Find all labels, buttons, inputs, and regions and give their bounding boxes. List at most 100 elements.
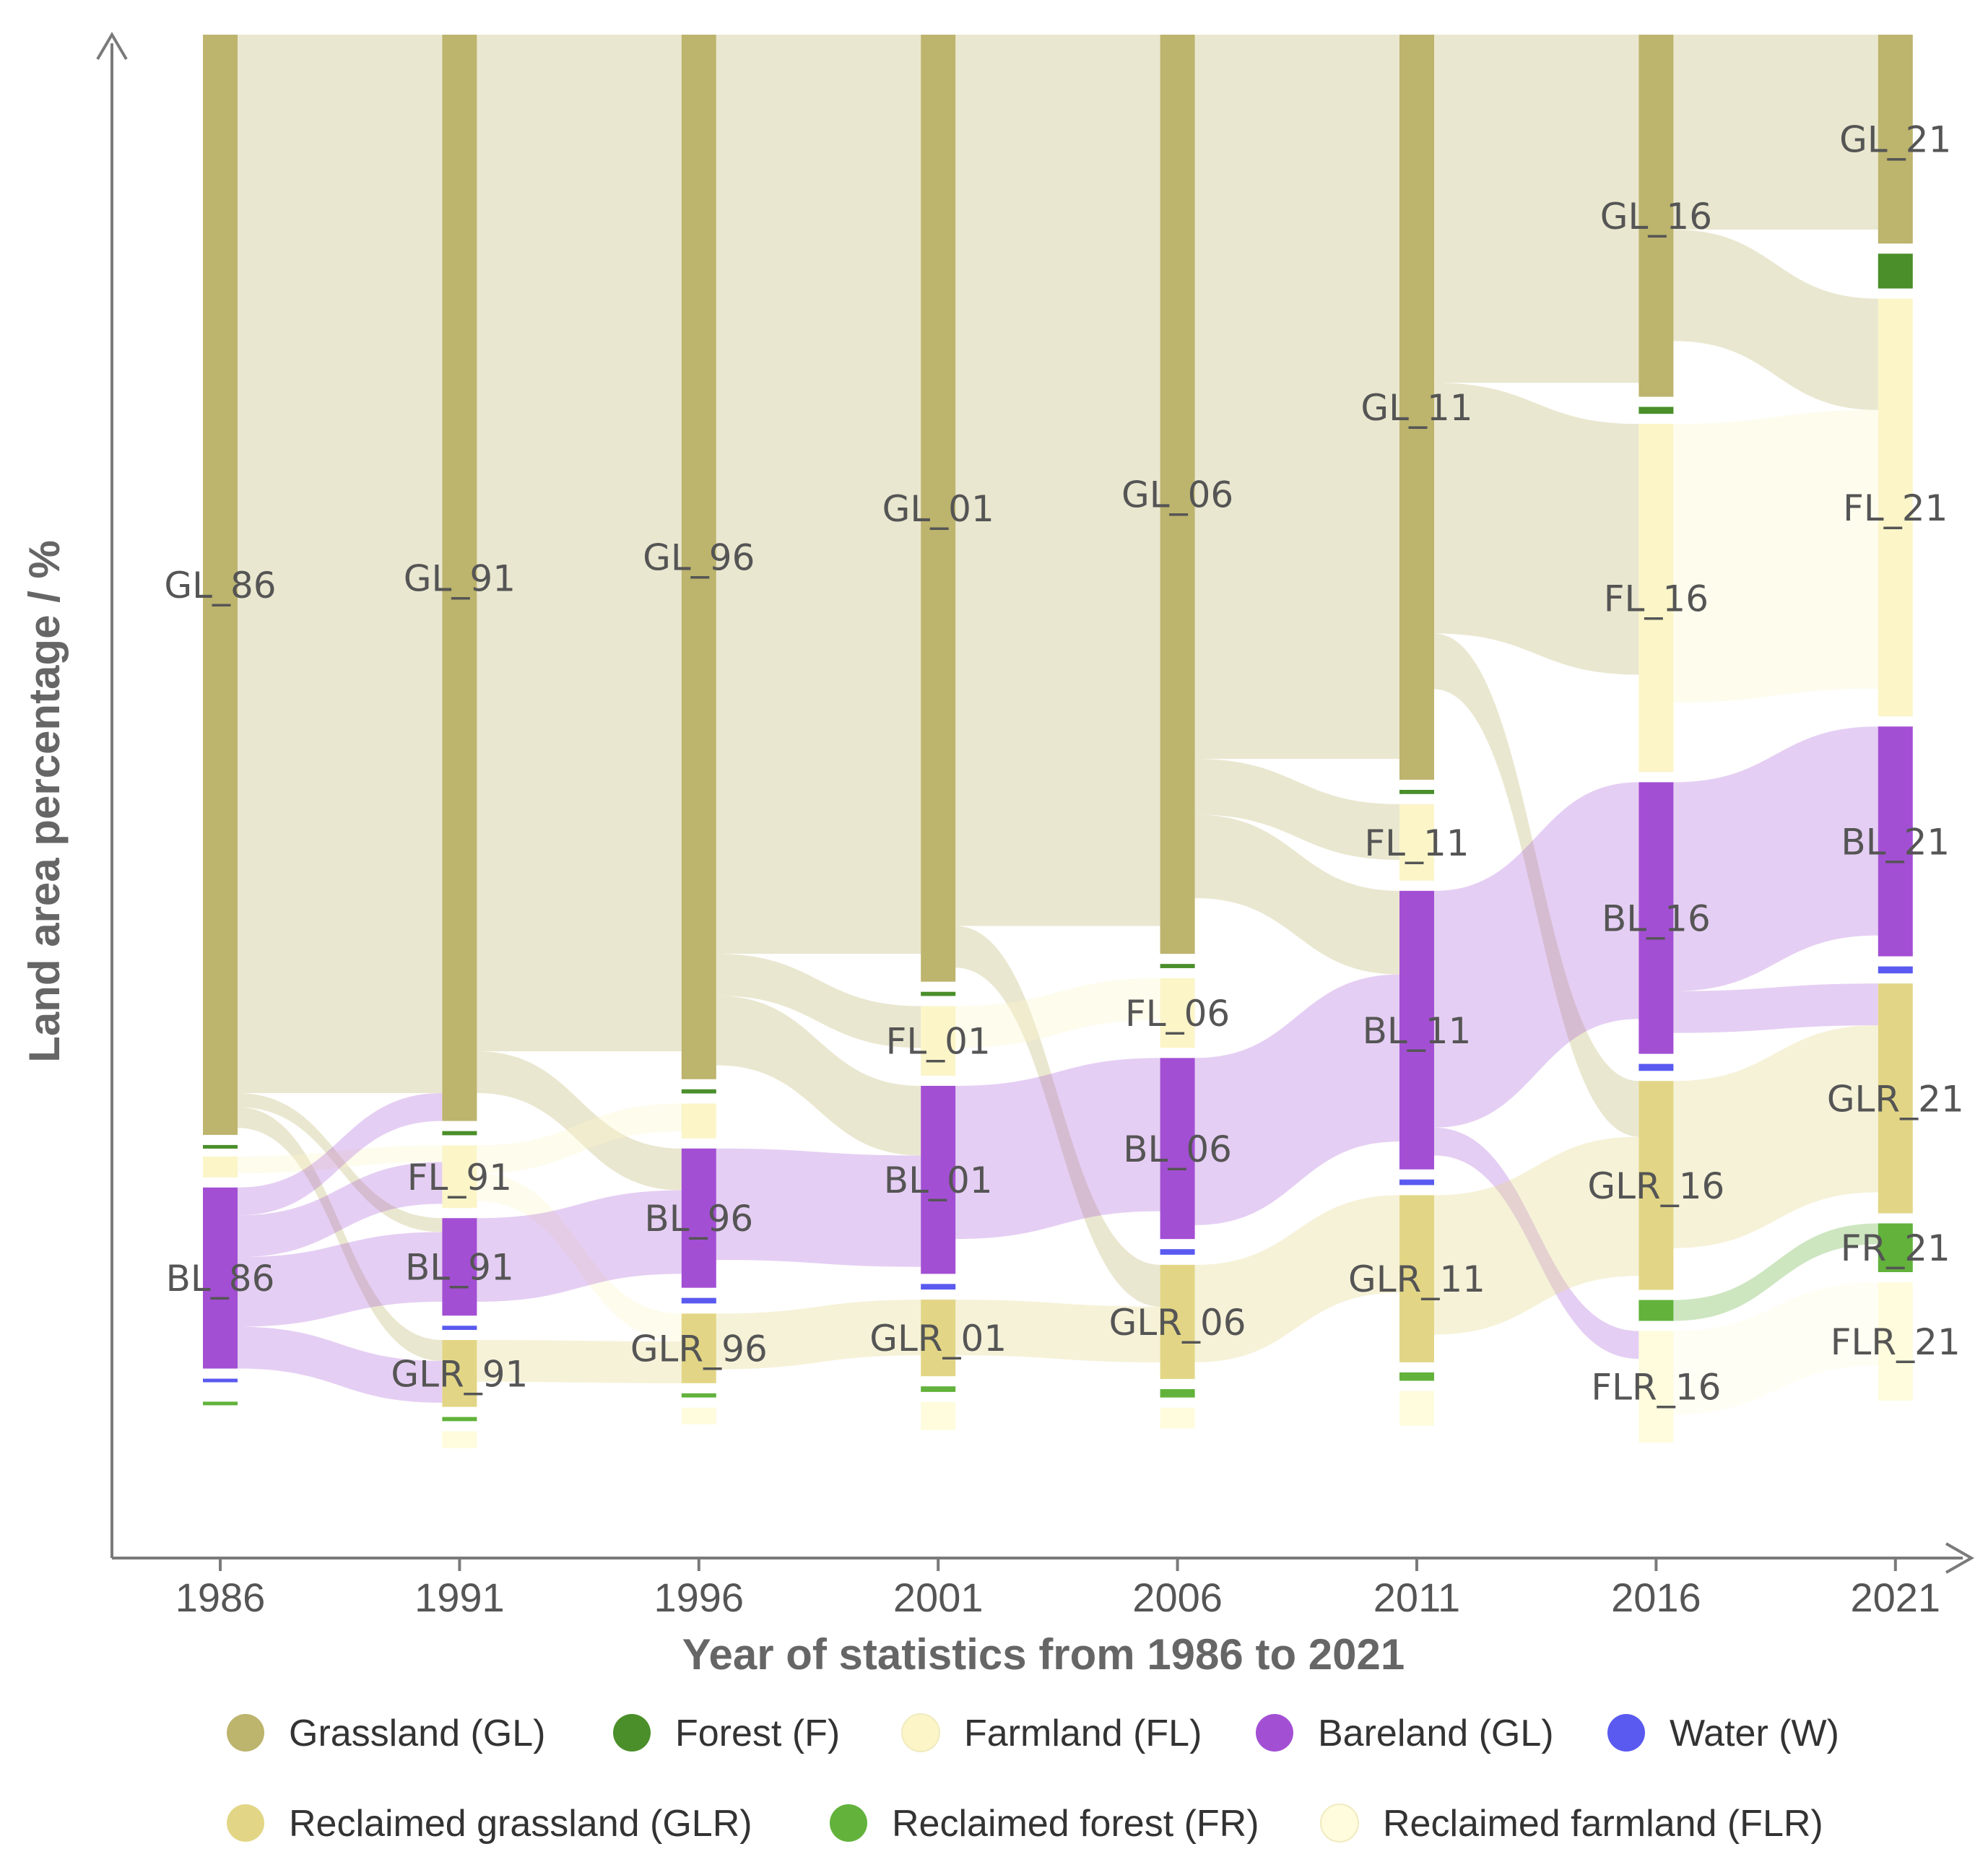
flow-BL-to-BL-1986-1991 bbox=[238, 1232, 443, 1327]
node-FR-2006 bbox=[1160, 1389, 1195, 1398]
flow-GLR-to-GLR-2011-2016 bbox=[1434, 1136, 1639, 1335]
legend-label-bareland: Bareland (GL) bbox=[1318, 1713, 1554, 1754]
flow-GL-to-GL-2001-2006 bbox=[955, 35, 1160, 926]
node-FL-2021 bbox=[1878, 298, 1913, 717]
node-GLR-2016 bbox=[1638, 1081, 1674, 1290]
x-tick-label-2011: 2011 bbox=[1373, 1575, 1460, 1620]
flow-GL-to-GLR-1986-1991 bbox=[238, 1107, 443, 1361]
x-tick-label-1996: 1996 bbox=[654, 1575, 745, 1620]
node-BL-2001 bbox=[921, 1085, 956, 1274]
flow-BL-to-FL-1986-1991 bbox=[238, 1162, 443, 1258]
node-label-FL_11: FL_11 bbox=[1364, 822, 1469, 864]
nodes-layer bbox=[203, 35, 1913, 1448]
node-GL-1996 bbox=[681, 35, 716, 1079]
legend-swatch-reclaimed-farmland bbox=[1320, 1804, 1359, 1843]
flow-GL-to-BL-1996-2001 bbox=[716, 996, 921, 1156]
legend-swatch-grassland bbox=[227, 1714, 264, 1752]
node-GLR-2011 bbox=[1399, 1195, 1434, 1362]
node-FLR-1996 bbox=[681, 1407, 716, 1424]
node-F-2016 bbox=[1638, 406, 1674, 414]
legend: Grassland (GL) Forest (F) Farmland (FL) … bbox=[227, 1713, 1839, 1845]
node-W-1991 bbox=[442, 1326, 477, 1331]
legend-label-grassland: Grassland (GL) bbox=[289, 1713, 545, 1754]
flow-GLR-to-GLR-1996-2001 bbox=[716, 1300, 921, 1370]
node-label-BL_21: BL_21 bbox=[1841, 821, 1950, 863]
node-F-1996 bbox=[681, 1089, 716, 1094]
node-label-GLR_06: GLR_06 bbox=[1109, 1302, 1246, 1344]
node-FL-2016 bbox=[1638, 424, 1674, 773]
flow-BL-to-GL-1986-1991 bbox=[238, 1093, 443, 1216]
node-W-2011 bbox=[1399, 1179, 1434, 1185]
node-F-2001 bbox=[921, 991, 956, 996]
flow-BL-to-BL-1991-1996 bbox=[477, 1190, 682, 1302]
node-labels-layer: GL_86 BL_86 GL_91 FL_91 BL_91 GLR_91 GL_96 BL_9… bbox=[164, 119, 1963, 1409]
node-BL-1996 bbox=[681, 1148, 716, 1288]
legend-swatch-bareland bbox=[1256, 1714, 1293, 1752]
node-label-GL_21: GL_21 bbox=[1839, 119, 1951, 161]
flow-GL-to-GL-2011-2016 bbox=[1434, 35, 1639, 383]
node-W-2006 bbox=[1160, 1249, 1195, 1255]
x-tick-label-2001: 2001 bbox=[893, 1575, 984, 1620]
x-axis-arrow bbox=[1945, 1542, 1975, 1574]
node-label-GL_96: GL_96 bbox=[643, 536, 755, 578]
node-BL-1991 bbox=[442, 1218, 477, 1316]
node-label-GL_11: GL_11 bbox=[1360, 387, 1472, 429]
node-label-GLR_01: GLR_01 bbox=[869, 1318, 1007, 1359]
node-label-BL_16: BL_16 bbox=[1602, 898, 1711, 940]
flow-BL-to-BL-2006-2011 bbox=[1194, 974, 1399, 1225]
x-tick-label-1986: 1986 bbox=[175, 1575, 266, 1620]
node-FLR-1991 bbox=[442, 1431, 477, 1448]
y-axis-title: Land area percentage / % bbox=[20, 540, 69, 1063]
node-FR-1991 bbox=[442, 1417, 477, 1422]
node-label-BL_11: BL_11 bbox=[1363, 1010, 1472, 1052]
node-label-GL_06: GL_06 bbox=[1121, 474, 1233, 516]
node-label-BL_96: BL_96 bbox=[644, 1198, 753, 1240]
flow-GL-to-GL-1991-1996 bbox=[477, 35, 682, 1052]
flow-BL-to-GLR-2016-2021 bbox=[1673, 983, 1878, 1033]
flow-BL-to-BL-1996-2001 bbox=[716, 1148, 921, 1267]
legend-label-reclaimed-farmland: Reclaimed farmland (FLR) bbox=[1383, 1803, 1823, 1845]
node-F-1991 bbox=[442, 1131, 477, 1136]
node-label-FL_91: FL_91 bbox=[407, 1157, 512, 1198]
flow-BL-to-BL-2001-2006 bbox=[955, 1058, 1160, 1240]
node-W-2016 bbox=[1638, 1063, 1674, 1071]
node-FL-2001 bbox=[921, 1006, 956, 1076]
node-GL-1991 bbox=[442, 35, 477, 1121]
node-F-2006 bbox=[1160, 964, 1195, 968]
node-label-GLR_91: GLR_91 bbox=[391, 1353, 528, 1395]
node-FL-2006 bbox=[1160, 978, 1195, 1048]
flow-BL-to-FLR-2011-2016 bbox=[1434, 1127, 1639, 1359]
node-GL-2006 bbox=[1160, 35, 1195, 954]
node-FL-2011 bbox=[1399, 804, 1434, 881]
legend-label-reclaimed-forest: Reclaimed forest (FR) bbox=[892, 1803, 1259, 1845]
x-ticks: 1986 1991 1996 2001 2006 2011 2016 2021 bbox=[175, 1558, 1940, 1620]
node-label-GL_91: GL_91 bbox=[404, 557, 516, 599]
flow-GL-to-GLR-2001-2006 bbox=[955, 926, 1160, 1307]
legend-label-forest: Forest (F) bbox=[675, 1713, 840, 1754]
node-W-2021 bbox=[1878, 966, 1913, 974]
node-label-GLR_16: GLR_16 bbox=[1587, 1165, 1724, 1207]
node-F-2021 bbox=[1878, 253, 1913, 289]
node-label-FL_16: FL_16 bbox=[1604, 578, 1709, 619]
legend-swatch-farmland bbox=[901, 1713, 940, 1752]
flow-FL-to-GLR-1991-1996 bbox=[477, 1173, 682, 1341]
flow-GLR-to-GLR-2016-2021 bbox=[1673, 1025, 1878, 1248]
node-label-GL_86: GL_86 bbox=[164, 565, 276, 606]
node-F-1986 bbox=[203, 1144, 238, 1149]
flow-FLR-to-FLR-2016-2021 bbox=[1673, 1282, 1878, 1415]
flow-GL-to-FL-2016-2021 bbox=[1673, 230, 1878, 410]
flow-FL-to-FL-2001-2006 bbox=[955, 978, 1160, 1048]
node-GLR-2006 bbox=[1160, 1264, 1195, 1380]
legend-swatch-water bbox=[1607, 1714, 1645, 1752]
legend-swatch-reclaimed-grassland bbox=[227, 1804, 264, 1842]
x-tick-label-2016: 2016 bbox=[1611, 1575, 1701, 1620]
flow-GL-to-FL-2006-2011 bbox=[1194, 759, 1399, 860]
legend-label-farmland: Farmland (FL) bbox=[964, 1713, 1202, 1754]
node-label-FL_01: FL_01 bbox=[886, 1021, 991, 1063]
node-GLR-1996 bbox=[681, 1313, 716, 1383]
node-label-FL_06: FL_06 bbox=[1125, 993, 1230, 1035]
node-BL-1986 bbox=[203, 1187, 238, 1369]
flow-FR-to-FR-2016-2021 bbox=[1673, 1223, 1878, 1321]
node-label-FLR_21: FLR_21 bbox=[1831, 1321, 1961, 1363]
